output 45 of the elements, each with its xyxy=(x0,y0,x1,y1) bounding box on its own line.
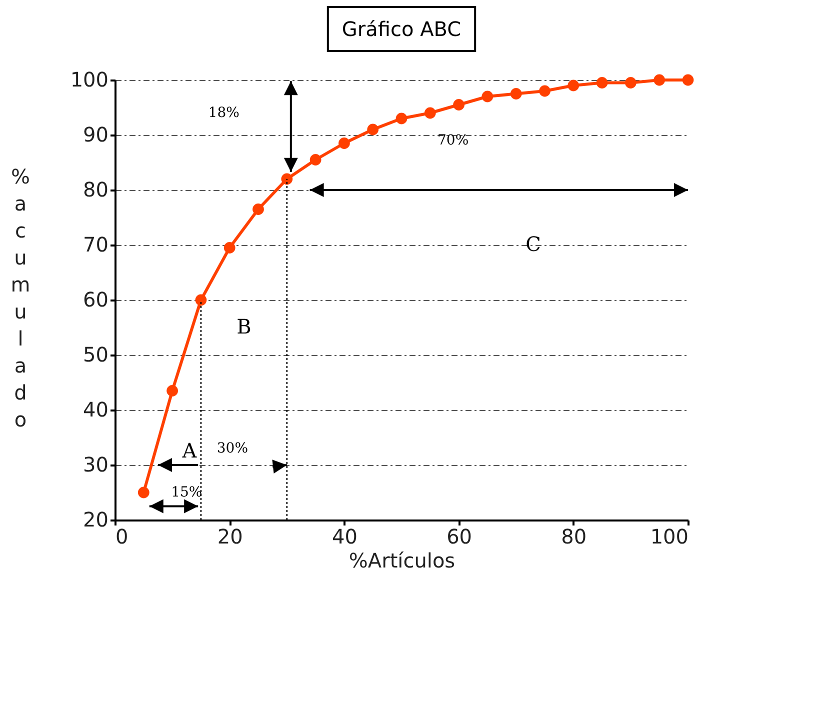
y-tick-label: 90 xyxy=(83,122,108,146)
x-tick-label: 0 xyxy=(116,524,128,548)
point xyxy=(596,77,608,88)
y-tick-label: 40 xyxy=(83,398,108,422)
point xyxy=(682,74,694,86)
x-tick-label: 60 xyxy=(446,524,472,548)
point xyxy=(138,486,150,498)
point xyxy=(367,124,379,136)
chart-title: Gráfico ABC xyxy=(342,17,462,41)
y-tick-label: 70 xyxy=(83,232,108,256)
point xyxy=(396,112,408,124)
y-tick-label: 60 xyxy=(83,288,108,312)
annotation: 15% xyxy=(171,484,202,500)
point xyxy=(568,80,580,92)
x-tick-label: 20 xyxy=(217,524,243,548)
y-tick-label: 20 xyxy=(83,508,108,532)
point xyxy=(224,242,236,254)
x-axis-title: %Artículos xyxy=(348,548,456,572)
point xyxy=(453,99,464,110)
annotation: C xyxy=(526,232,541,256)
point xyxy=(625,77,636,88)
point xyxy=(281,173,293,185)
y-tick-label: 100 xyxy=(70,68,108,92)
annotation: 70% xyxy=(438,132,469,148)
point xyxy=(424,107,436,119)
text: % acumulado xyxy=(10,164,30,432)
point xyxy=(166,385,178,396)
point xyxy=(539,85,550,97)
point xyxy=(510,88,522,100)
x-tick-label: 40 xyxy=(332,524,358,548)
annotation: 18% xyxy=(208,105,240,121)
x-tick-label: 100 xyxy=(650,524,688,548)
y-tick-label: 30 xyxy=(83,452,108,476)
y-tick-label: 80 xyxy=(83,178,108,202)
annotation: B xyxy=(236,314,252,338)
point xyxy=(482,90,494,102)
point xyxy=(195,294,207,306)
point xyxy=(252,204,264,215)
point xyxy=(654,74,666,86)
y-tick-label: 50 xyxy=(83,342,108,366)
annotation: A xyxy=(181,438,198,462)
point xyxy=(338,138,350,149)
point xyxy=(310,154,322,166)
x-tick-label: 80 xyxy=(561,524,587,548)
annotation: 30% xyxy=(216,440,248,456)
